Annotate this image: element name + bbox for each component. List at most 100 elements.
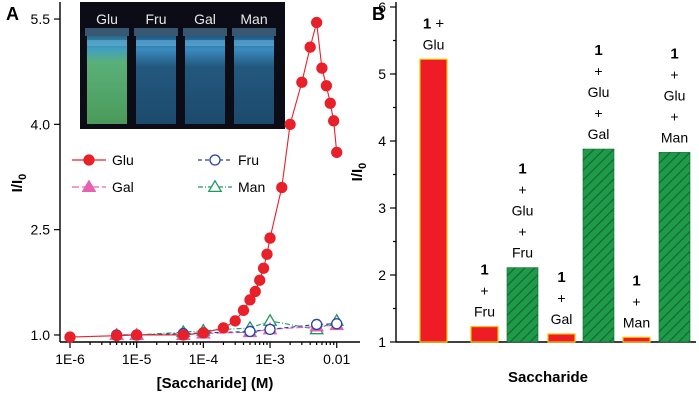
bar-4-label-line-3: + (594, 105, 602, 121)
y-tick-label-3: 5.5 (31, 11, 51, 27)
bar-5 (622, 336, 651, 343)
bar-5-label-line-2: Man (623, 314, 650, 330)
b-y-tick-label-4: 5 (378, 66, 386, 82)
vial-label-fru: Fru (146, 11, 167, 27)
bar-4-label-line-1: + (594, 63, 602, 79)
legend-label-fru: Fru (238, 152, 259, 168)
bar-2-label-line-4: Fru (512, 245, 533, 261)
b-y-tick-label-2: 3 (378, 200, 386, 216)
panel-b-bar-labels: 1 +Glu1+Fru1+Glu+Fru1+Gal1+Glu+Gal1+Man1… (423, 15, 689, 330)
x-tick-label-3: 1E-3 (255, 351, 285, 367)
point-glu-5 (217, 322, 230, 334)
vial-gal (185, 36, 225, 124)
bar-0-label-line-0: 1 + (423, 15, 445, 32)
panel-b-bars (419, 58, 691, 343)
bar-0-label-plus: + (431, 15, 444, 32)
bar-3-label-line-2: Gal (551, 311, 573, 327)
bar-4-label-line-0: 1 (594, 42, 602, 59)
x-tick-label-1: 1E-5 (122, 351, 152, 367)
bar-1-label-line-2: Fru (474, 304, 495, 320)
x-tick-label-4: 0.01 (323, 351, 350, 367)
panel-a-letter: A (6, 4, 19, 24)
b-y-tick-label-5: 6 (378, 0, 386, 15)
bar-0-label-one: 1 (423, 15, 431, 32)
point-glu-9 (249, 285, 261, 298)
legend-marker-glu (83, 154, 95, 166)
point-glu-16 (296, 76, 308, 88)
vial-cap-fru (134, 28, 178, 36)
vial-fru (136, 36, 176, 124)
legend-marker-fru (209, 154, 221, 166)
bar-2-label-line-3: + (518, 224, 526, 240)
point-glu-10 (254, 274, 266, 286)
bar-4-label-line-4: Gal (588, 126, 610, 142)
point-glu-18 (310, 16, 323, 29)
panel-a-legend: Glu Fru Gal Man (72, 152, 265, 195)
point-glu-7 (237, 304, 250, 317)
point-glu-21 (324, 97, 336, 109)
vial-photo-inset: Glu Fru Gal Man (80, 2, 285, 129)
point-glu-20 (320, 80, 333, 92)
series-line-fru (116, 323, 337, 336)
panel-b-ticks: 1 2 3 4 5 6 (378, 0, 396, 350)
y-tick-label-1: 2.5 (31, 222, 51, 238)
point-glu-8 (244, 294, 256, 306)
x-tick-label-0: 1E-6 (55, 351, 85, 367)
vial-glow-gal (185, 40, 225, 46)
panel-b-x-axis-title: Saccharide (508, 369, 588, 386)
bar-3-label-line-1: + (557, 290, 565, 306)
vial-label-gal: Gal (194, 11, 216, 27)
bar-6-label-line-4: Man (661, 129, 688, 145)
vial-label-glu: Glu (96, 11, 118, 27)
y-tick-label-2: 4.0 (31, 116, 51, 132)
b-y-tick-label-0: 1 (378, 334, 386, 350)
bar-6 (658, 152, 691, 343)
point-glu-15 (284, 118, 296, 130)
legend-label-glu: Glu (112, 152, 134, 168)
point-glu-4 (197, 327, 210, 339)
point-glu-6 (229, 315, 241, 327)
series-line-gal (116, 324, 337, 336)
vial-label-man: Man (240, 11, 267, 27)
panel-a-y-axis-title: I/I0 (9, 174, 29, 193)
point-glu-2 (131, 329, 143, 341)
point-glu-13 (264, 232, 276, 244)
bar-3 (547, 333, 576, 343)
point-glu-14 (276, 181, 288, 194)
panel-a: A Glu Fru Gal Man 1E-6 1E-5 1E-4 1E-3 0.01 1.0 2.… (6, 2, 360, 392)
vial-glow-glu (87, 40, 127, 46)
vial-man (234, 36, 274, 124)
bar-1-label-line-1: + (480, 283, 488, 299)
panel-b-y-axis-title: I/I0 (349, 163, 369, 182)
panel-a-series-markers (64, 16, 345, 343)
bar-6-label-line-1: + (670, 66, 678, 82)
point-glu-17 (304, 41, 316, 53)
point-glu-1 (110, 330, 123, 342)
point-glu-19 (316, 62, 328, 74)
b-y-tick-label-1: 2 (378, 267, 386, 283)
bar-0 (419, 58, 448, 343)
legend-marker-man (207, 179, 223, 192)
panel-b-letter: B (372, 4, 385, 24)
vial-glow-man (234, 40, 274, 46)
point-glu-22 (328, 115, 340, 127)
vial-cap-glu (85, 28, 129, 36)
panel-a-x-axis-title: [Saccharide] (M) (157, 375, 274, 392)
b-y-tick-label-3: 4 (378, 133, 386, 149)
vial-cap-man (232, 28, 276, 36)
legend-marker-gal (81, 179, 97, 192)
bar-2-label-line-1: + (518, 182, 526, 198)
point-glu-0 (64, 331, 76, 343)
legend-label-gal: Gal (112, 179, 134, 195)
point-fru-6 (310, 318, 323, 331)
point-glu-12 (261, 248, 273, 260)
point-glu-3 (177, 329, 189, 341)
bar-2-label-line-0: 1 (518, 161, 526, 178)
bar-0-label-line-1: Glu (423, 36, 445, 52)
bar-4-label-line-2: Glu (588, 84, 610, 100)
bar-2-label-line-2: Glu (512, 203, 534, 219)
point-fru-7 (331, 318, 343, 330)
point-glu-11 (257, 262, 270, 274)
vial-glow-fru (136, 40, 176, 46)
